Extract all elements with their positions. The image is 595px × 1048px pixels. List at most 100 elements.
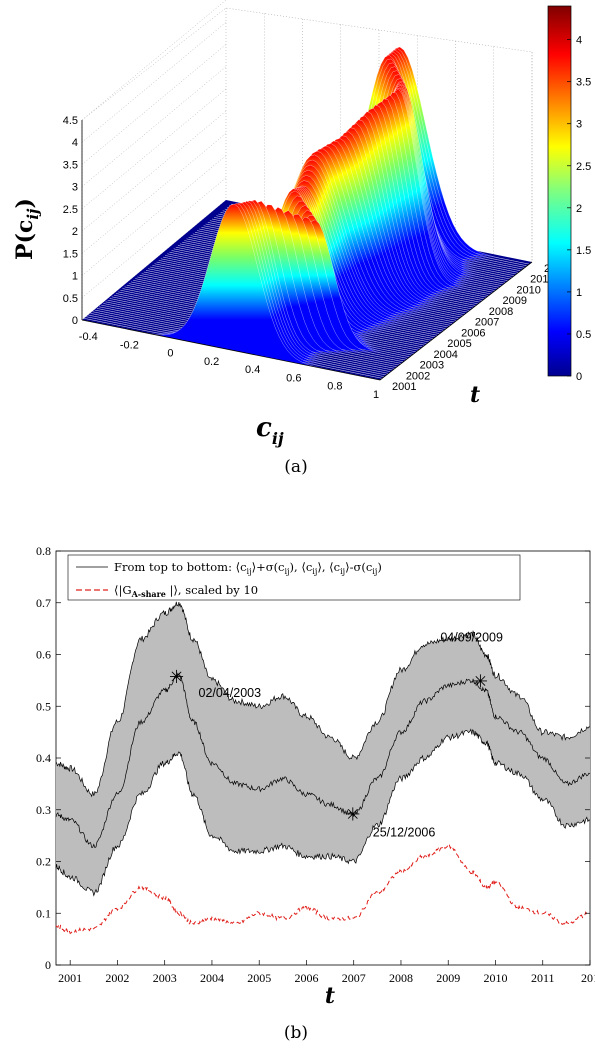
z-tick-label: 4.5: [63, 115, 78, 127]
z-grid-line: [81, 110, 227, 232]
z-tick-label: 1: [72, 271, 78, 283]
t-tick-label: 2005: [447, 338, 471, 350]
z-tick-label: 3: [72, 182, 78, 194]
x-tick-label: 0: [167, 348, 173, 360]
colorbar-tick-label: 0.5: [576, 329, 591, 341]
legend-1-e: ⟩-σ(c: [345, 560, 372, 574]
series-mean: [55, 672, 591, 849]
t-tick-label: 2008: [489, 306, 513, 318]
colorbar-tick-label: 0: [576, 371, 582, 383]
y-tick-label: 0.7: [36, 596, 51, 610]
caption-b: (b): [284, 1023, 308, 1043]
t-tick-label: 2004: [433, 349, 457, 361]
x-label-text: c: [256, 413, 272, 443]
series-upper: [55, 601, 591, 798]
t-tick-label: 2001: [392, 381, 416, 393]
caption-a: (a): [284, 457, 307, 477]
t-tick-label: 201: [530, 274, 548, 286]
x-tick-label: 0.4: [245, 364, 260, 376]
z-label-close: ): [12, 198, 38, 208]
legend-entry-2: ⟨|GA-share |⟩, scaled by 10: [114, 583, 258, 599]
y-tick-label: 0.1: [36, 906, 51, 920]
z-tick-label: 0.5: [63, 293, 78, 305]
legend-entry-1: From top to bottom: ⟨cij⟩+σ(cij), ⟨cij⟩,…: [114, 560, 382, 576]
t-tick-label: 2002: [406, 370, 430, 382]
annotation-marker: ✳: [345, 804, 360, 825]
z-grid-line: [81, 44, 227, 165]
x-tick-label: 2001: [58, 971, 82, 985]
surface-ribbons: [81, 46, 530, 381]
y-tick-label: 0.4: [36, 751, 51, 765]
colorbar-tick-label: 1.5: [576, 245, 591, 257]
z-tick-label: 4: [72, 137, 78, 149]
annotation-label: 25/12/2006: [373, 825, 436, 839]
x-tick-label: 1: [373, 389, 379, 401]
y-tick-label: 0.2: [36, 855, 51, 869]
z-label-sub: ij: [24, 208, 42, 220]
x-tick-label: 2006: [294, 971, 318, 985]
surface-plot: 0 0.5 1 1.5 2 2.5 3 3.5 4 4.5 -0.4 -0.2 0 0.2 0.4 0.6 0…: [12, 0, 591, 477]
legend-2-rest: |⟩, scaled by 10: [166, 583, 258, 598]
t-tick-label: 2009: [503, 295, 527, 307]
std-band: [56, 601, 590, 896]
z-grid-line: [81, 88, 227, 210]
x-tick-label: 0.8: [327, 381, 342, 393]
x-axis-label: cij: [256, 413, 284, 448]
z-tick-label: 2.5: [63, 204, 78, 216]
legend-1-d: ⟩, ⟨c: [317, 560, 340, 574]
z-label-text: P(c: [12, 220, 38, 260]
x-tick-label: 0.2: [204, 356, 219, 368]
legend-1-sub-a: ij: [247, 567, 252, 576]
annotation-marker: ✳: [473, 671, 488, 692]
t-tick-label: 2010: [516, 284, 540, 296]
z-grid-line: [81, 0, 227, 121]
z-tick-label: 3.5: [63, 159, 78, 171]
z-grid-line: [81, 22, 227, 143]
x-tick-label: 2009: [436, 971, 460, 985]
x-tick-label: 2003: [153, 971, 177, 985]
colorbar-tick-label: 2.5: [576, 161, 591, 173]
z-grid-line: [81, 155, 227, 276]
z-tick-label: 0: [72, 315, 78, 327]
x-tick-label: 2008: [389, 971, 413, 985]
x-tick-label: -0.4: [79, 331, 98, 343]
x-tick-label: 2002: [105, 971, 129, 985]
legend-1-f: ): [377, 560, 382, 574]
x-label-sub: ij: [272, 429, 284, 448]
legend-1-sub-c: ij: [312, 567, 317, 576]
y-tick-label: 0.3: [36, 803, 51, 817]
colorbar-tick-label: 2: [576, 203, 582, 215]
y-tick-label: 0.5: [36, 699, 51, 713]
legend-2-text: ⟨|G: [114, 583, 132, 598]
t-tick-label: 2006: [461, 327, 485, 339]
z-grid-line: [81, 177, 227, 298]
b-x-axis-label: t: [325, 983, 335, 1009]
z-grid-line: [81, 66, 227, 187]
legend-1-sub-b: ij: [285, 567, 290, 576]
t-tick-label: 2007: [475, 317, 499, 329]
x-tick-label: 2007: [342, 971, 366, 985]
colorbar-tick-label: 3.5: [576, 77, 591, 89]
annotation-label: 02/04/2003: [199, 686, 262, 700]
legend: From top to bottom: ⟨cij⟩+σ(cij), ⟨cij⟩,…: [67, 554, 521, 601]
x-tick-label: 0.6: [286, 372, 301, 384]
z-axis-label: P(cij): [12, 198, 42, 260]
legend-1-sub-e: ij: [372, 567, 377, 576]
z-tick-label: 2: [72, 226, 78, 238]
z-grid-line: [81, 133, 227, 254]
legend-1-c: ), ⟨c: [290, 560, 313, 574]
x-tick-label: 201: [581, 971, 595, 985]
x-tick-label: 2004: [200, 971, 224, 985]
legend-box: [67, 554, 521, 601]
annotation-marker: ✳: [169, 667, 184, 688]
x-tick-label: 2005: [247, 971, 271, 985]
x-tick-label: 2011: [531, 971, 555, 985]
colorbar: [547, 5, 572, 377]
series-lower: [55, 728, 591, 897]
colorbar-tick-label: 3: [576, 119, 582, 131]
colorbar-tick-label: 1: [576, 287, 582, 299]
legend-1-text: From top to bottom: ⟨c: [114, 560, 247, 574]
x-tick-label: -0.2: [120, 339, 139, 351]
t-tick-label: 2003: [420, 360, 444, 372]
